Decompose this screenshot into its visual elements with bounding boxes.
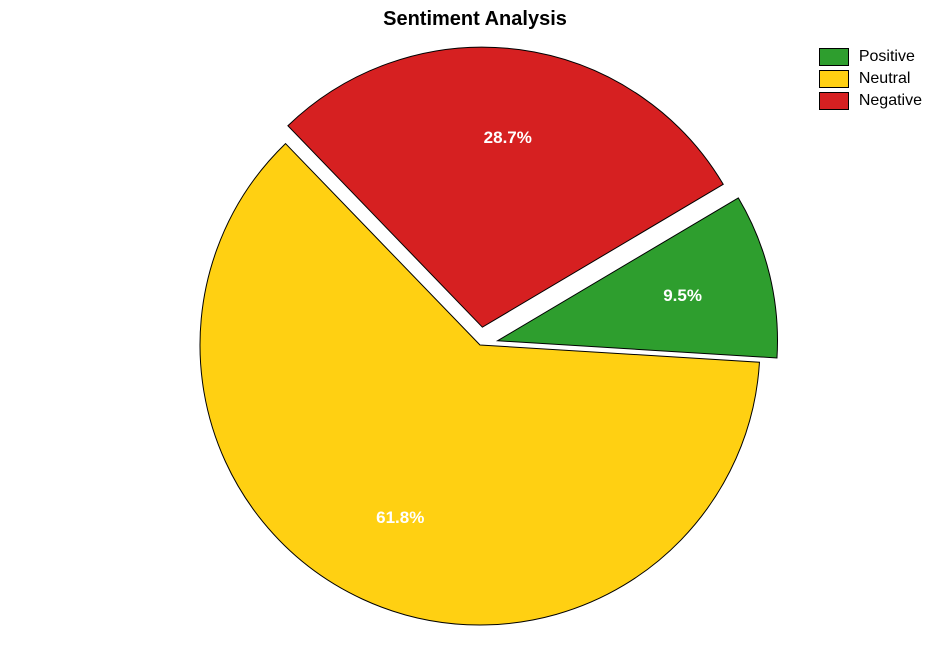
legend-item-neutral: Neutral (819, 70, 922, 88)
legend: Positive Neutral Negative (819, 48, 922, 114)
legend-item-positive: Positive (819, 48, 922, 66)
legend-label-neutral: Neutral (859, 70, 911, 88)
slice-label-positive: 9.5% (663, 286, 702, 306)
legend-label-negative: Negative (859, 92, 922, 110)
slice-label-negative: 28.7% (484, 128, 532, 148)
legend-item-negative: Negative (819, 92, 922, 110)
legend-swatch-negative (819, 92, 849, 110)
legend-swatch-positive (819, 48, 849, 66)
slice-label-neutral: 61.8% (376, 508, 424, 528)
pie-chart-container: Sentiment Analysis Positive Neutral Nega… (0, 0, 950, 662)
legend-label-positive: Positive (859, 48, 915, 66)
pie-chart-svg (0, 0, 950, 662)
legend-swatch-neutral (819, 70, 849, 88)
